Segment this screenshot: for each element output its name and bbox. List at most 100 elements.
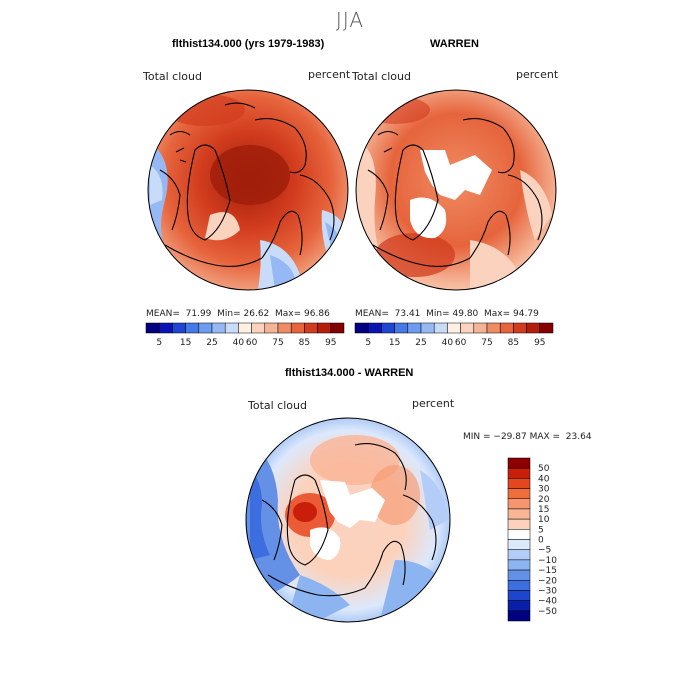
colorbar-3-swatch [507, 488, 531, 499]
colorbar-3-swatch [507, 600, 531, 612]
colorbar-1-swatch [290, 322, 305, 334]
colorbar-3-swatch [507, 569, 531, 581]
colorbar-1-swatch [198, 322, 213, 334]
colorbar-3-swatch [507, 610, 531, 622]
map3-coastlines [261, 443, 437, 597]
colorbar-3-tick-label: 0 [538, 536, 544, 546]
colorbar-1-tick-label: 25 [206, 338, 217, 348]
panel1-title: flthist134.000 (yrs 1979-1983) [172, 38, 325, 50]
colorbar-3-tick-label: −30 [538, 586, 557, 596]
colorbar-3-tick-label: 40 [538, 474, 550, 484]
colorbar-2-swatch [420, 322, 435, 334]
colorbar-2-tick-label: 25 [415, 338, 426, 348]
colorbar-3-swatch [507, 478, 531, 489]
colorbar-1-swatch [172, 322, 186, 334]
colorbar-1-swatch [238, 322, 252, 334]
colorbar-1-swatch [317, 322, 332, 334]
colorbar-2-tick-label: 85 [508, 338, 519, 348]
colorbar-2-tick-label: 60 [455, 338, 467, 348]
colorbar-1-swatch [264, 322, 279, 334]
colorbar-1-swatch [158, 322, 173, 334]
colorbar-3-swatch [507, 467, 531, 479]
colorbar-3-tick-label: 50 [538, 464, 550, 474]
colorbar-1-swatch [330, 322, 345, 334]
colorbar-2-swatch [381, 322, 395, 334]
panel3-variable-label: Total cloud [248, 399, 307, 412]
colorbar-3-tick-label: −5 [538, 546, 551, 556]
panel3-stats: MIN = −29.87 MAX = 23.64 [463, 432, 592, 442]
colorbar-3-swatch [507, 508, 531, 520]
colorbar-1-swatch [277, 322, 292, 334]
colorbar-3-tick-label: −15 [538, 566, 557, 576]
colorbar-3-swatch [507, 549, 531, 561]
colorbar-2-swatch [447, 322, 461, 334]
colorbar-3-swatch [507, 559, 531, 571]
colorbar-1-tick-label: 15 [180, 338, 191, 348]
panel1-variable-label: Total cloud [143, 70, 202, 83]
colorbar-2-swatch [394, 322, 409, 334]
panel2-stats: MEAN= 73.41 Min= 49.80 Max= 94.79 [355, 309, 539, 319]
colorbar-3-swatch [507, 518, 531, 530]
colorbar-3-tick-label: −20 [538, 576, 557, 586]
map1-field [148, 90, 348, 290]
colorbar-3-tick-label: 30 [538, 485, 550, 495]
map1-coastlines [159, 102, 335, 267]
colorbar-2-swatch [354, 322, 369, 334]
colorbar-3-swatch [507, 498, 531, 510]
colorbar-2-tick-label: 40 [442, 338, 454, 348]
map2-missing-data-north [420, 150, 492, 200]
colorbar-3-tick-label: 5 [538, 525, 544, 535]
colorbar-2-swatch [526, 322, 541, 334]
colorbar-1-tick-label: 85 [299, 338, 310, 348]
map2-border [355, 89, 557, 291]
panel1-units-label: percent [308, 68, 351, 81]
colorbar-1-tick-label: 95 [325, 338, 336, 348]
colorbar-1-swatch [251, 322, 266, 334]
map3-field [246, 418, 450, 622]
panel3-title: flthist134.000 - WARREN [285, 367, 414, 379]
colorbar-2-swatch [539, 322, 554, 334]
colorbar-2-swatch [367, 322, 382, 334]
colorbar-1: 5 15 25 40 60 75 85 95 [145, 322, 345, 348]
colorbar-3-tick-label: −40 [538, 597, 557, 607]
colorbar-3-tick-label: −10 [538, 556, 557, 566]
colorbar-1-swatch [224, 322, 239, 334]
colorbar-2: 5 15 25 40 60 75 85 95 [354, 322, 554, 348]
colorbar-3-swatch [507, 529, 531, 540]
colorbar-2-swatch [407, 322, 422, 334]
colorbar-2-tick-label: 95 [534, 338, 545, 348]
colorbar-2-tick-label: 5 [365, 338, 371, 348]
colorbar-3-tick-label: 10 [538, 515, 550, 525]
colorbar-3-tick-label: 20 [538, 495, 550, 505]
colorbar-3-swatch [507, 539, 531, 550]
colorbar-3-tick-label: −50 [538, 607, 557, 617]
colorbar-2-swatch [460, 322, 475, 334]
map3-border [245, 417, 451, 623]
panel1-stats: MEAN= 71.99 Min= 26.62 Max= 96.86 [146, 309, 330, 319]
colorbar-3-swatch [507, 457, 531, 469]
colorbar-2-swatch [433, 322, 448, 334]
colorbar-1-tick-label: 75 [272, 338, 283, 348]
panel3-units-label: percent [412, 397, 455, 410]
colorbar-1-swatch [185, 322, 200, 334]
colorbar-3-swatch [507, 580, 531, 591]
colorbar-1-swatch [304, 322, 318, 334]
colorbar-1-swatch [211, 322, 226, 334]
map1-border [147, 89, 349, 291]
map2-coastlines [367, 118, 543, 267]
colorbar-1-tick-label: 60 [246, 338, 258, 348]
colorbar-3-tick-label: 15 [538, 505, 549, 515]
colorbar-2-swatch [513, 322, 527, 334]
panel2-variable-label: Total cloud [352, 70, 411, 83]
colorbar-3-swatch [507, 590, 531, 601]
colorbar-2-tick-label: 15 [389, 338, 400, 348]
panel2-title: WARREN [430, 38, 479, 50]
colorbar-2-tick-label: 75 [481, 338, 492, 348]
colorbar-2-swatch [486, 322, 501, 334]
main-title: JJA [335, 8, 365, 32]
colorbar-1-swatch [145, 322, 160, 334]
colorbar-2-swatch [499, 322, 514, 334]
colorbar-1-tick-label: 5 [156, 338, 162, 348]
